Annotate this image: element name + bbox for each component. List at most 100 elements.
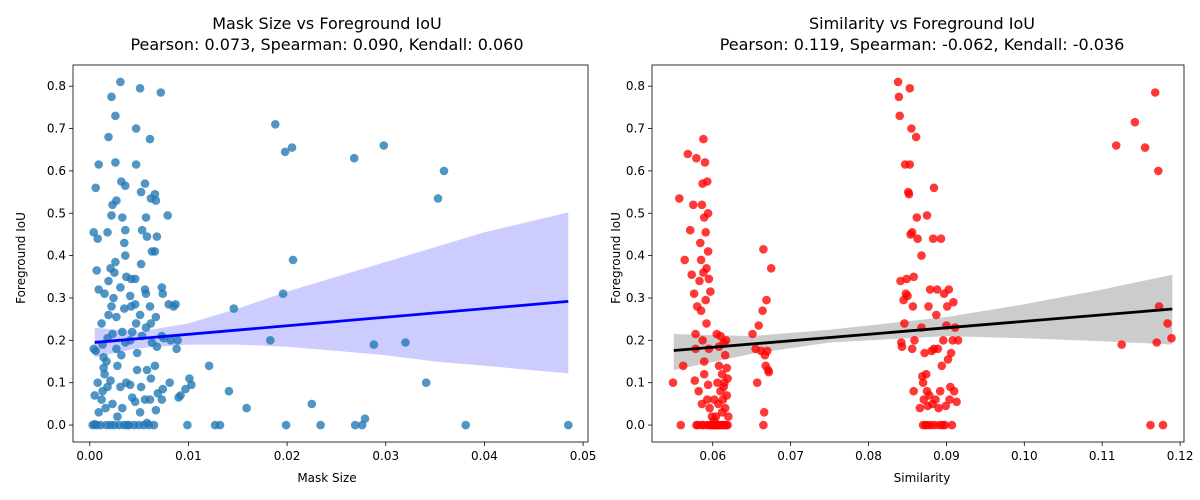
x-tick-label: 0.08 — [855, 449, 882, 463]
data-point — [680, 255, 689, 265]
data-point — [910, 336, 919, 345]
data-point — [163, 211, 172, 220]
data-point — [934, 403, 943, 413]
data-point — [915, 403, 925, 413]
y-tick-label: 0.2 — [47, 333, 66, 347]
y-tick-label: 0.7 — [626, 122, 645, 136]
chart-title: Mask Size vs Foreground IoU — [212, 14, 442, 33]
data-point — [939, 336, 948, 345]
data-point — [935, 386, 945, 396]
data-point — [695, 276, 704, 286]
data-point — [904, 189, 914, 199]
data-point — [905, 84, 915, 93]
data-point — [103, 228, 112, 237]
data-point — [723, 420, 732, 430]
data-point — [952, 397, 961, 407]
regression-line — [94, 299, 569, 344]
data-point — [118, 213, 127, 222]
data-point — [937, 361, 947, 371]
data-point — [706, 287, 715, 296]
data-point — [912, 213, 922, 222]
data-point — [421, 378, 431, 388]
data-point — [703, 380, 713, 390]
data-point — [929, 183, 939, 193]
y-tick-label: 0.8 — [626, 79, 645, 93]
plot-frame — [72, 64, 589, 443]
data-point — [928, 234, 938, 243]
data-point — [130, 300, 140, 309]
data-point — [89, 228, 98, 237]
y-axis-ticks: 0.0 0.1 0.2 0.3 0.4 0.5 0.6 0.7 0.8 — [626, 79, 652, 432]
x-tick-label: 0.05 — [570, 449, 597, 463]
data-point — [91, 346, 100, 356]
data-point — [176, 391, 185, 400]
data-point — [93, 378, 102, 388]
data-point — [132, 365, 142, 375]
data-point — [171, 300, 180, 309]
y-tick-label: 0.1 — [47, 376, 66, 390]
data-point — [107, 302, 116, 311]
data-point — [266, 336, 275, 345]
data-point — [349, 153, 359, 163]
data-point — [700, 158, 710, 167]
data-point — [690, 376, 700, 385]
confidence-band — [673, 274, 1173, 370]
data-point — [118, 403, 127, 413]
data-point — [112, 196, 121, 205]
data-point — [1111, 141, 1121, 150]
data-point — [118, 327, 127, 337]
data-point — [281, 420, 291, 430]
data-point — [229, 304, 239, 313]
data-point — [145, 134, 155, 144]
data-point — [564, 420, 573, 430]
regression-line — [673, 307, 1173, 352]
data-point — [157, 395, 167, 404]
data-point — [692, 153, 701, 163]
data-point — [307, 399, 317, 409]
data-point — [762, 295, 771, 305]
data-point — [724, 412, 733, 421]
data-point — [131, 160, 141, 169]
data-point — [135, 84, 145, 93]
data-point — [104, 276, 113, 286]
data-point — [120, 304, 129, 313]
data-point — [173, 336, 182, 345]
x-tick-label: 0.04 — [471, 449, 498, 463]
data-point — [931, 395, 940, 404]
data-point — [131, 319, 141, 328]
data-point — [316, 420, 325, 430]
x-tick-label: 0.02 — [274, 449, 301, 463]
data-point — [439, 166, 449, 176]
data-point — [130, 274, 140, 284]
data-point — [121, 225, 130, 235]
data-point — [925, 285, 935, 294]
data-point — [699, 134, 708, 144]
data-point — [108, 399, 117, 409]
data-point — [902, 274, 911, 284]
data-point — [145, 395, 155, 404]
data-point — [897, 342, 907, 352]
data-point — [113, 361, 122, 371]
data-point — [701, 228, 710, 237]
data-point — [907, 228, 917, 237]
data-point — [136, 259, 146, 269]
data-point — [763, 346, 772, 356]
data-point — [903, 291, 912, 301]
chart-subtitle: Pearson: 0.119, Spearman: -0.062, Kendal… — [720, 35, 1125, 54]
data-point — [165, 378, 174, 388]
data-point — [158, 384, 168, 394]
y-tick-label: 0.0 — [626, 418, 645, 432]
data-point — [150, 247, 160, 256]
data-point — [369, 340, 379, 349]
data-point — [941, 401, 950, 411]
x-axis-ticks: 0.06 0.07 0.08 0.09 0.10 0.11 0.12 — [699, 442, 1193, 463]
data-point — [895, 111, 904, 121]
data-point — [699, 357, 709, 366]
data-point — [922, 211, 932, 220]
data-point — [766, 264, 776, 273]
data-point — [149, 420, 159, 430]
data-point — [157, 283, 167, 292]
data-point — [759, 420, 768, 430]
data-point — [108, 329, 117, 339]
data-point — [127, 327, 137, 337]
